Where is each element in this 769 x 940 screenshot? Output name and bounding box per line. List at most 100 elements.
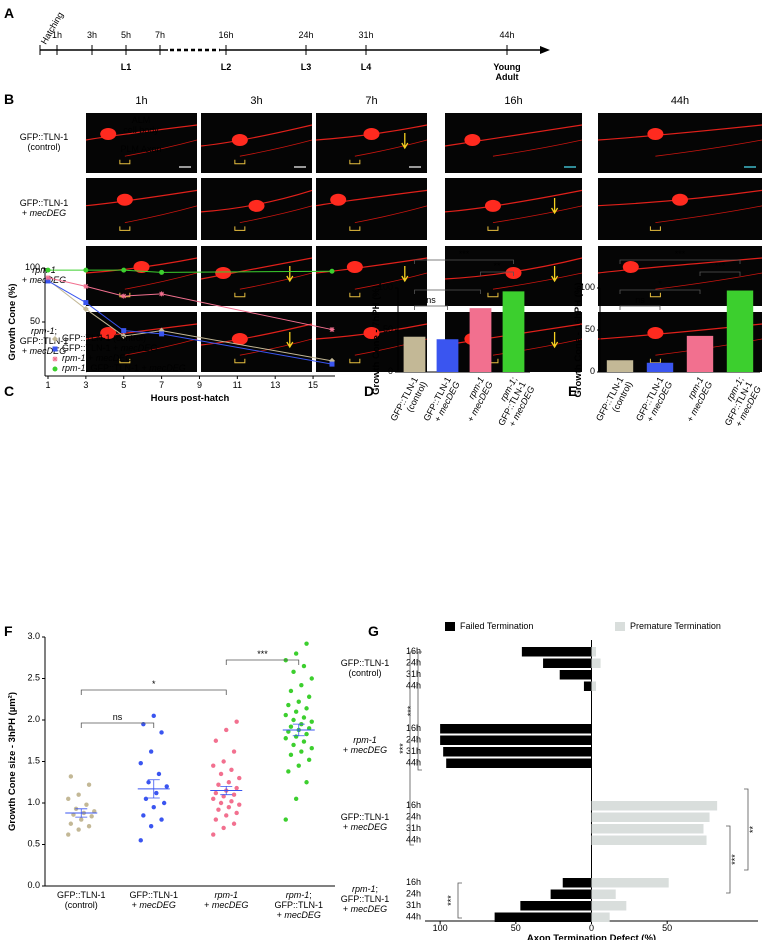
cell-body <box>346 261 363 273</box>
micrograph <box>201 312 312 372</box>
timeline-start: Hatching <box>39 10 65 46</box>
time-label: 31h <box>406 746 421 756</box>
x-tick-label: rpm-1;GFP::TLN-1+ mecDEG <box>488 375 537 432</box>
data-point <box>283 736 288 741</box>
cell-body <box>464 134 481 146</box>
data-point <box>86 782 92 787</box>
data-point <box>161 800 167 806</box>
data-point <box>291 742 296 748</box>
data-point <box>211 763 216 768</box>
significance-label: ns <box>635 295 645 305</box>
x-tick-label: 50 <box>511 923 521 933</box>
significance-bracket <box>80 722 155 728</box>
x-tick-label: 5 <box>121 380 126 390</box>
significance-label: *** <box>459 249 470 259</box>
data-point <box>45 275 51 281</box>
y-tick-label: 0.0 <box>27 880 40 890</box>
significance-label: * <box>658 279 662 289</box>
time-label: 24h <box>406 812 421 822</box>
time-label: 31h <box>406 900 421 910</box>
neuron-process <box>85 323 198 340</box>
neuron-process <box>85 189 198 207</box>
neuron-process <box>597 124 763 141</box>
data-point <box>148 824 154 829</box>
data-point <box>66 796 71 802</box>
data-point <box>121 267 127 273</box>
time-label: 44h <box>406 912 421 922</box>
y-tick-label: 3.0 <box>27 631 40 641</box>
time-label: 44h <box>406 835 421 845</box>
data-point <box>224 727 229 733</box>
data-point <box>293 709 299 714</box>
x-tick-label: 15 <box>308 380 318 390</box>
y-tick-label: 100 <box>378 282 393 292</box>
row-label: GFP::TLN-1 (control) <box>20 132 69 152</box>
bar <box>520 901 592 911</box>
axon <box>124 139 198 157</box>
data-point <box>221 759 226 764</box>
data-point <box>138 838 143 843</box>
y-tick-label: 2.0 <box>27 714 40 724</box>
bar <box>686 335 714 372</box>
data-point <box>164 784 169 789</box>
data-point <box>121 293 127 299</box>
legend-label: rpm-1; GFP::TLN-1 + mecDEG <box>62 363 186 373</box>
data-point <box>218 771 224 777</box>
data-point <box>159 730 164 735</box>
micrograph <box>316 178 427 240</box>
image-annotation: ALM cell body <box>123 115 159 135</box>
column-header: 16h <box>504 95 522 107</box>
data-point <box>329 361 335 367</box>
significance-label: *** <box>715 261 726 271</box>
cell-body <box>647 327 664 339</box>
bar <box>726 290 754 372</box>
legend-label: Failed Termination <box>460 621 533 631</box>
bar <box>562 878 592 888</box>
time-label: 24h <box>406 658 421 668</box>
cell-body <box>100 128 117 140</box>
data-point <box>296 763 301 768</box>
bar <box>591 812 710 822</box>
axon <box>655 139 763 157</box>
x-tick-label: rpm-1;GFP::TLN-1+ mecDEG <box>714 375 763 432</box>
group-label: GFP::TLN-1 + mecDEG <box>341 812 390 832</box>
bar <box>591 801 718 811</box>
bar <box>591 824 704 834</box>
micrograph <box>86 113 197 173</box>
legend-label: GFP::TLN-1 (control) <box>62 333 146 343</box>
axon <box>124 338 198 356</box>
x-tick-label: rpm-1+ mecDEG <box>204 890 248 910</box>
growth-cone-bracket <box>234 292 246 298</box>
y-tick-label: 2.5 <box>27 673 40 683</box>
data-point <box>66 832 71 837</box>
growth-cone-bracket <box>649 292 661 298</box>
timeline-label: 7h <box>155 30 165 40</box>
data-point <box>231 749 237 754</box>
bar <box>591 912 610 922</box>
cell-body <box>231 134 248 146</box>
x-tick-label: 7 <box>159 380 164 390</box>
data-point <box>226 804 232 810</box>
legend-swatch <box>52 356 58 362</box>
neuron-process <box>200 124 313 147</box>
timeline-label: 44h <box>499 30 514 40</box>
data-point <box>234 719 239 724</box>
data-point <box>306 726 312 731</box>
bar <box>521 647 592 657</box>
neuron-process <box>200 323 313 346</box>
data-point <box>121 328 127 334</box>
legend-swatch <box>52 346 58 352</box>
x-tick-label: GFP::TLN-1(control) <box>57 890 106 910</box>
data-point <box>79 817 84 822</box>
arrow-indicator <box>551 266 559 283</box>
y-tick-label: 0 <box>388 366 393 376</box>
data-point <box>84 802 89 807</box>
significance-bracket <box>414 305 448 310</box>
group-label: rpm-1; GFP::TLN-1 + mecDEG <box>341 884 390 914</box>
bar <box>583 681 592 691</box>
arrow-indicator <box>286 332 294 349</box>
data-point <box>76 792 81 797</box>
data-point <box>301 663 307 669</box>
sem-bar <box>292 723 305 737</box>
micrograph <box>445 178 582 240</box>
